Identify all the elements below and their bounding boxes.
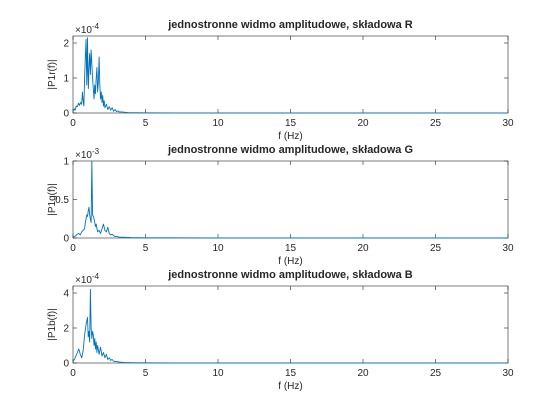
axes-box: [72, 160, 509, 239]
chart-title: jednostronne widmo amplitudowe, składowa…: [167, 19, 413, 31]
x-tick-label: 0: [70, 118, 76, 129]
x-axis-label: f (Hz): [278, 131, 302, 142]
axes-box: [72, 35, 509, 114]
subplot-1: 0 5 10 15 20 25 30 0 1 2 ×10-4 jednostronne widmo a…: [47, 19, 514, 142]
x-tick-label: 25: [430, 243, 442, 254]
x-tick-label: 5: [143, 118, 149, 129]
y-tick-label: 2: [63, 324, 69, 335]
series-line: [72, 160, 508, 239]
y-tick-label: 2: [63, 39, 69, 50]
y-tick-label: 4: [63, 289, 69, 300]
x-tick-label: 30: [502, 243, 514, 254]
x-tick-label: 10: [212, 118, 224, 129]
x-tick-label: 0: [70, 243, 76, 254]
y-exponent-power: -4: [92, 22, 100, 31]
y-exponent-label: ×10-4: [75, 22, 100, 36]
x-tick-label: 30: [502, 118, 514, 129]
series-line: [72, 37, 508, 114]
x-axis-label: f (Hz): [278, 381, 302, 392]
y-exponent-label: ×10-3: [75, 147, 100, 161]
x-tick-label: 0: [70, 368, 76, 379]
x-tick-label: 30: [502, 368, 514, 379]
x-axis-label: f (Hz): [278, 256, 302, 267]
x-tick-label: 20: [357, 368, 369, 379]
y-tick-label: 0: [63, 359, 69, 370]
subplot-2: 0 5 10 15 20 25 30 0 0.5 1 ×10-3 jednostronne widmo…: [47, 144, 514, 267]
x-tick-label: 20: [357, 118, 369, 129]
chart-title: jednostronne widmo amplitudowe, składowa…: [167, 144, 413, 156]
x-tick-label: 20: [357, 243, 369, 254]
x-tick-label: 10: [212, 368, 224, 379]
series-line: [72, 289, 508, 364]
x-tick-label: 10: [212, 243, 224, 254]
x-tick-label: 15: [285, 243, 297, 254]
y-exponent-power: -3: [92, 147, 100, 156]
y-tick-label: 0.5: [55, 195, 69, 206]
y-tick-label: 0: [63, 109, 69, 120]
axes-box: [72, 285, 509, 364]
subplot-3: 0 5 10 15 20 25 30 0 2 4 ×10-4 jednostronne widmo a…: [47, 269, 514, 392]
y-axis-label: |P1b(f)|: [47, 308, 58, 340]
x-tick-label: 25: [430, 118, 442, 129]
y-axis-label: |P1g(f)|: [47, 183, 58, 215]
x-tick-label: 15: [285, 368, 297, 379]
x-tick-label: 5: [143, 243, 149, 254]
y-exponent-power: -4: [92, 272, 100, 281]
chart-title: jednostronne widmo amplitudowe, składowa…: [167, 269, 413, 281]
x-tick-label: 5: [143, 368, 149, 379]
x-tick-label: 15: [285, 118, 297, 129]
y-tick-label: 1: [63, 74, 69, 85]
x-tick-label: 25: [430, 368, 442, 379]
y-tick-label: 1: [63, 157, 69, 168]
y-exponent-label: ×10-4: [75, 272, 100, 286]
y-tick-label: 0: [63, 234, 69, 245]
y-axis-label: |P1r(f)|: [47, 59, 58, 89]
